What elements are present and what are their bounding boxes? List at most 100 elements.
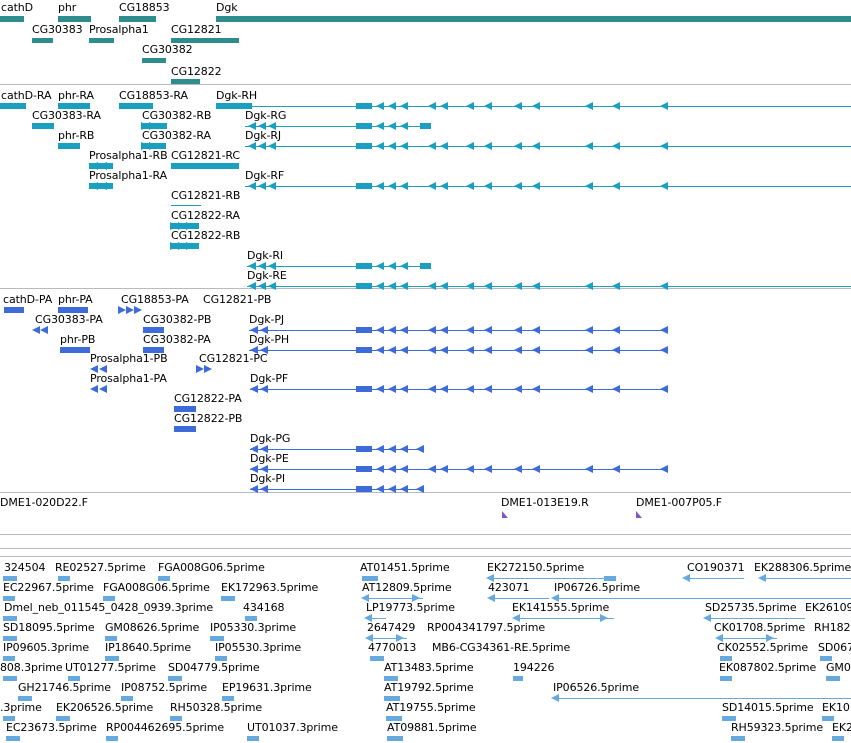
feature-block[interactable] — [420, 123, 431, 129]
feature-block[interactable] — [221, 596, 235, 601]
intron-line[interactable] — [171, 205, 201, 206]
feature-block[interactable] — [247, 736, 259, 741]
feature-label[interactable]: AT19755.5prime — [386, 701, 476, 714]
feature-block[interactable] — [174, 406, 196, 412]
feature-label[interactable]: IP06726.5prime — [554, 581, 641, 594]
feature-block[interactable] — [3, 676, 17, 681]
feature-label[interactable]: CG30382 — [142, 43, 193, 56]
feature-block[interactable] — [170, 716, 182, 721]
feature-block[interactable] — [720, 676, 732, 681]
feature-block[interactable] — [4, 307, 24, 313]
intron-line[interactable] — [488, 578, 608, 579]
feature-label[interactable]: EK10 — [822, 701, 850, 714]
feature-label[interactable]: Dgk — [216, 1, 238, 14]
feature-block[interactable] — [103, 596, 115, 601]
feature-label[interactable]: EK172963.5prime — [221, 581, 319, 594]
feature-block[interactable] — [3, 716, 15, 721]
feature-label[interactable]: RP004341797.5prime — [427, 621, 546, 634]
feature-block[interactable] — [822, 716, 834, 721]
feature-label[interactable]: CG12822-PB — [174, 412, 243, 425]
feature-label[interactable]: CG12821-PB — [203, 293, 272, 306]
feature-label[interactable]: CG30383-RA — [32, 109, 101, 122]
feature-block[interactable] — [722, 716, 736, 721]
feature-label[interactable]: CG30382-PA — [143, 333, 211, 346]
intron-line[interactable] — [760, 578, 851, 579]
intron-line[interactable] — [367, 638, 407, 639]
feature-label[interactable]: Dgk-PG — [250, 432, 291, 445]
feature-label[interactable]: CG30382-RB — [142, 109, 212, 122]
feature-label[interactable]: SD25735.5prime — [705, 601, 797, 614]
intron-line[interactable] — [363, 598, 423, 599]
feature-label[interactable]: Dgk-RG — [245, 109, 287, 122]
feature-block[interactable] — [119, 103, 153, 109]
intron-line[interactable] — [705, 618, 805, 619]
feature-label[interactable]: RH18200 — [814, 621, 851, 634]
feature-label[interactable]: cathD — [1, 1, 34, 14]
feature-block[interactable] — [58, 307, 88, 313]
feature-label[interactable]: FGA008G06.5prime — [158, 561, 265, 574]
feature-label[interactable]: CG30382-PB — [143, 313, 212, 326]
feature-label[interactable]: IP06526.5prime — [553, 681, 640, 694]
feature-block[interactable] — [119, 16, 156, 22]
feature-label[interactable]: DME1-020D22.F — [0, 496, 88, 509]
feature-block[interactable] — [58, 16, 91, 22]
feature-label[interactable]: CG12821-RB — [171, 189, 241, 202]
feature-label[interactable]: CK02552.5prime — [717, 641, 809, 654]
feature-block[interactable] — [3, 636, 17, 641]
feature-label[interactable]: EP19631.3prime — [222, 681, 312, 694]
clone-flag-icon[interactable] — [502, 511, 508, 518]
feature-label[interactable]: MB6-CG34361-RE.5prime — [432, 641, 571, 654]
feature-label[interactable]: 324504 — [4, 561, 46, 574]
feature-block[interactable] — [168, 676, 182, 681]
feature-block[interactable] — [89, 38, 114, 43]
feature-block[interactable] — [832, 736, 844, 741]
feature-block[interactable] — [356, 446, 372, 452]
feature-label[interactable]: IP08752.5prime — [121, 681, 208, 694]
feature-label[interactable]: CG12821-RC — [171, 149, 240, 162]
feature-label[interactable]: RH50328.5prime — [170, 701, 263, 714]
feature-label[interactable]: 2647429 — [367, 621, 416, 634]
feature-label[interactable]: phr-PA — [58, 293, 93, 306]
feature-label[interactable]: CG12821-PC — [199, 352, 268, 365]
feature-label[interactable]: Prosalpha1-PA — [90, 372, 167, 385]
feature-block[interactable] — [105, 636, 117, 641]
feature-label[interactable]: IP05530.3prime — [215, 641, 302, 654]
intron-line[interactable] — [717, 638, 777, 639]
feature-block[interactable] — [58, 103, 90, 109]
feature-block[interactable] — [171, 38, 239, 43]
feature-block[interactable] — [0, 16, 24, 22]
feature-label[interactable]: CG12822-PA — [174, 392, 242, 405]
feature-label[interactable]: CG30383-PA — [35, 313, 103, 326]
feature-block[interactable] — [356, 283, 372, 289]
feature-label[interactable]: IP05330.3prime — [210, 621, 297, 634]
feature-label[interactable]: Dgk-RJ — [245, 129, 282, 142]
intron-line[interactable] — [250, 449, 423, 450]
feature-block[interactable] — [32, 123, 54, 129]
feature-label[interactable]: Dgk-RH — [216, 89, 258, 102]
intron-line[interactable] — [553, 598, 851, 599]
feature-block[interactable] — [143, 347, 164, 353]
feature-block[interactable] — [171, 79, 200, 84]
feature-label[interactable]: Prosalpha1-RA — [89, 169, 168, 182]
feature-block[interactable] — [720, 656, 732, 661]
feature-block[interactable] — [32, 38, 53, 43]
intron-line[interactable] — [489, 598, 549, 599]
feature-label[interactable]: GM08626.5prime — [105, 621, 200, 634]
feature-block[interactable] — [3, 576, 17, 581]
feature-block[interactable] — [820, 656, 832, 661]
intron-line[interactable] — [684, 578, 744, 579]
intron-line[interactable] — [247, 286, 851, 287]
feature-block[interactable] — [216, 16, 851, 22]
feature-label[interactable]: EK288306.5prime — [754, 561, 851, 574]
intron-line[interactable] — [514, 618, 614, 619]
feature-label[interactable]: cathD-PA — [3, 293, 53, 306]
feature-label[interactable]: Dgk-PI — [250, 472, 286, 485]
feature-block[interactable] — [143, 327, 164, 333]
feature-label[interactable]: cathD-RA — [1, 89, 52, 102]
feature-block[interactable] — [158, 576, 170, 581]
feature-label[interactable]: Dgk-PF — [250, 372, 289, 385]
feature-block[interactable] — [6, 736, 20, 741]
feature-label[interactable]: Dgk-PE — [250, 452, 289, 465]
feature-label[interactable]: Prosalpha1-PB — [90, 352, 168, 365]
feature-label[interactable]: UT01037.3prime — [247, 721, 338, 734]
